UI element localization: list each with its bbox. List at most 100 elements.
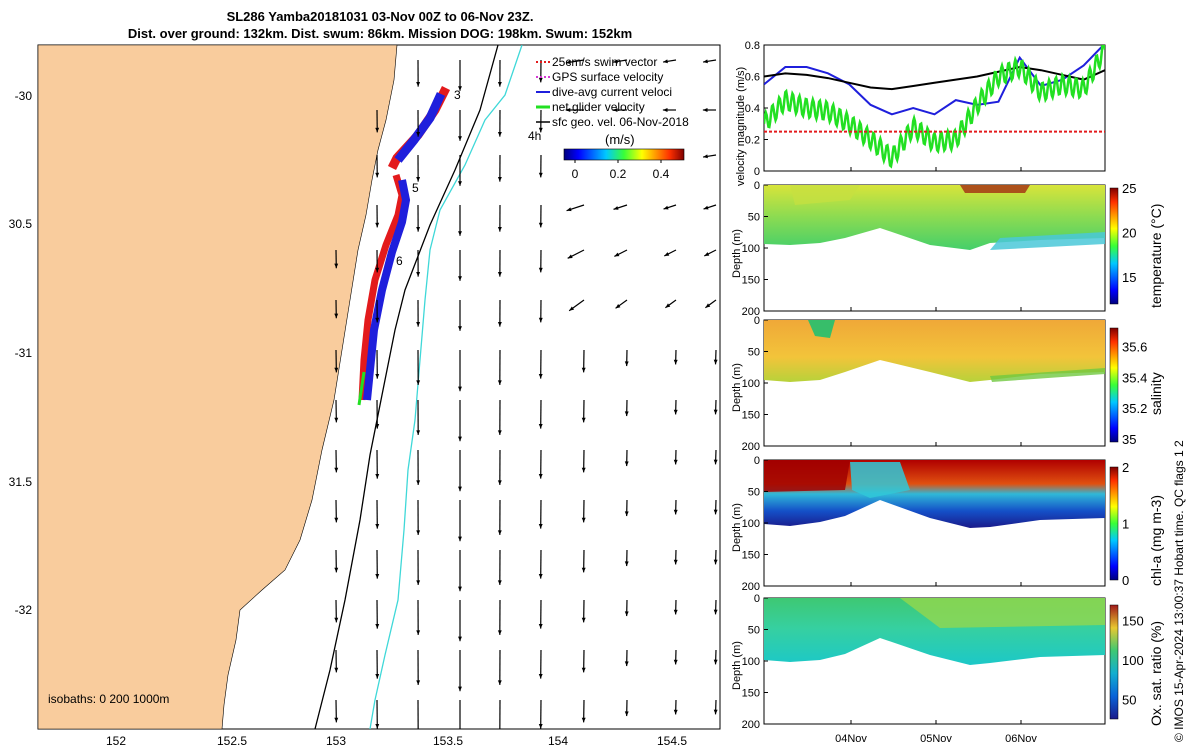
speed-colorbar: (m/s) 0 0.2 0.4 (563, 132, 685, 181)
legend-net-glider: net glider velocity (552, 100, 645, 114)
colorbar-tick-label: 1 (1122, 517, 1129, 532)
land-mass (38, 45, 398, 729)
current-arrow-head (375, 317, 380, 323)
current-arrow-head (538, 172, 543, 178)
imos-credit: © IMOS 15-Apr-2024 13:00:37 Hobart time.… (1172, 440, 1186, 742)
chla-high-patch (764, 460, 850, 492)
current-arrow-head (458, 326, 462, 331)
section-axes: 0501001502000501001502000501001502000501… (742, 167, 1022, 731)
velocity-ylabel: velocity magnitude (m/s) (735, 67, 747, 186)
depth-tick: 150 (742, 275, 760, 287)
map-ytick-2: 30.5 (9, 217, 33, 231)
temperature-field (764, 185, 1105, 250)
isobath-200m (314, 45, 499, 729)
depth-tick: 0 (754, 315, 760, 327)
current-arrow-head (416, 177, 421, 182)
current-arrow-head (624, 711, 629, 717)
salinity-field (764, 320, 1105, 382)
current-arrow-head (375, 624, 380, 629)
depth-tick: 50 (748, 212, 760, 224)
current-arrow-head (538, 524, 543, 529)
current-arrow-head (673, 559, 678, 565)
current-arrow-head (538, 222, 543, 228)
current-arrow-head (624, 561, 629, 567)
chla-colorbar (1109, 466, 1119, 581)
current-arrow-head (615, 304, 621, 309)
map-xtick-154: 154 (548, 734, 568, 748)
isobath-1000m (369, 45, 523, 729)
current-arrow-head (458, 486, 462, 492)
current-arrow-head (624, 461, 629, 467)
sfc-geo-velocity-arrows (334, 59, 718, 735)
current-arrow-head (567, 254, 573, 259)
velocity-ytick: 0.8 (745, 40, 760, 52)
current-arrow-head (375, 222, 380, 228)
depth-tick: 150 (742, 550, 760, 562)
current-arrow-head (713, 409, 718, 415)
temperature-warm-patch (960, 185, 1030, 193)
date-tick-06nov: 06Nov (1005, 733, 1037, 745)
current-arrow-head (673, 709, 678, 715)
colorbar-ticks: 25 20 15 35.6 35.4 35.2 35 2 1 0 150 100 50 (1122, 181, 1147, 707)
current-arrow-head (334, 667, 339, 673)
current-arrow-head (538, 267, 543, 273)
salinity-ylabel: Depth (m) (731, 363, 743, 412)
current-arrow-head (713, 609, 718, 615)
current-arrow-head (498, 730, 502, 735)
current-arrow-head (703, 205, 709, 210)
current-arrow-head (538, 724, 543, 729)
current-arrow-head (538, 127, 543, 133)
current-arrow-head (581, 367, 586, 373)
current-arrow-head (624, 611, 629, 617)
current-arrow-head (416, 480, 421, 485)
current-arrow-head (334, 367, 339, 373)
current-arrow-head (581, 517, 586, 523)
current-arrow-head (713, 659, 718, 665)
legend-dive-avg: dive-avg current veloci (552, 85, 672, 99)
colorbar-tick-0: 0 (572, 167, 579, 181)
colorbar-title: (m/s) (605, 132, 635, 147)
current-arrow-head (673, 659, 678, 665)
current-arrow-head (497, 380, 502, 385)
temperature-colorbar (1109, 187, 1119, 305)
temperature-cbar-label: temperature (°C) (1148, 204, 1164, 308)
depth-tick: 200 (742, 441, 760, 453)
current-arrow-head (497, 430, 502, 435)
current-arrow-head (703, 154, 708, 159)
velocity-ytick: 0 (754, 166, 760, 178)
current-arrow-head (497, 177, 502, 182)
velocity-series-line-1 (764, 66, 1105, 91)
depth-tick: 150 (742, 410, 760, 422)
current-arrow-head (416, 430, 421, 435)
map-panel: 3 5 6 25cm/s swim vector GPS surface vel… (9, 44, 721, 748)
current-arrow-head (458, 181, 462, 186)
chla-cbar-label: chl-a (mg m-3) (1148, 495, 1164, 586)
current-arrow-head (538, 474, 543, 479)
map-xtick-154.5: 154.5 (657, 734, 687, 748)
current-arrow-head (375, 424, 380, 429)
current-arrow-head (334, 517, 339, 523)
velocity-y-axis: 0 0.2 0.4 0.6 0.8 (745, 40, 768, 178)
current-arrow-head (581, 467, 586, 473)
current-arrow-head (581, 567, 586, 573)
current-arrow-head (566, 207, 572, 212)
date-tick-04nov: 04Nov (835, 733, 867, 745)
day-label-5: 5 (412, 181, 419, 195)
chla-low-patch (850, 462, 910, 498)
salinity-deep-band (990, 368, 1105, 382)
current-arrow-head (569, 306, 575, 311)
map-x-axis: 152 152.5 153 153.5 154 154.5 (106, 734, 687, 748)
current-arrow-head (673, 509, 678, 515)
current-arrow-head (375, 172, 380, 178)
current-arrow-head (565, 108, 571, 112)
colorbar-tick-label: 15 (1122, 270, 1136, 285)
map-ytick-1: -30 (15, 89, 33, 103)
current-arrow-head (497, 680, 502, 685)
current-arrow-head (416, 380, 421, 385)
velocity-ytick: 0.4 (745, 103, 760, 115)
current-arrow-head (497, 630, 502, 635)
current-arrow-head (458, 586, 462, 592)
current-arrow-head (713, 459, 718, 465)
current-arrow-head (497, 227, 502, 232)
current-arrow-head (581, 717, 586, 723)
